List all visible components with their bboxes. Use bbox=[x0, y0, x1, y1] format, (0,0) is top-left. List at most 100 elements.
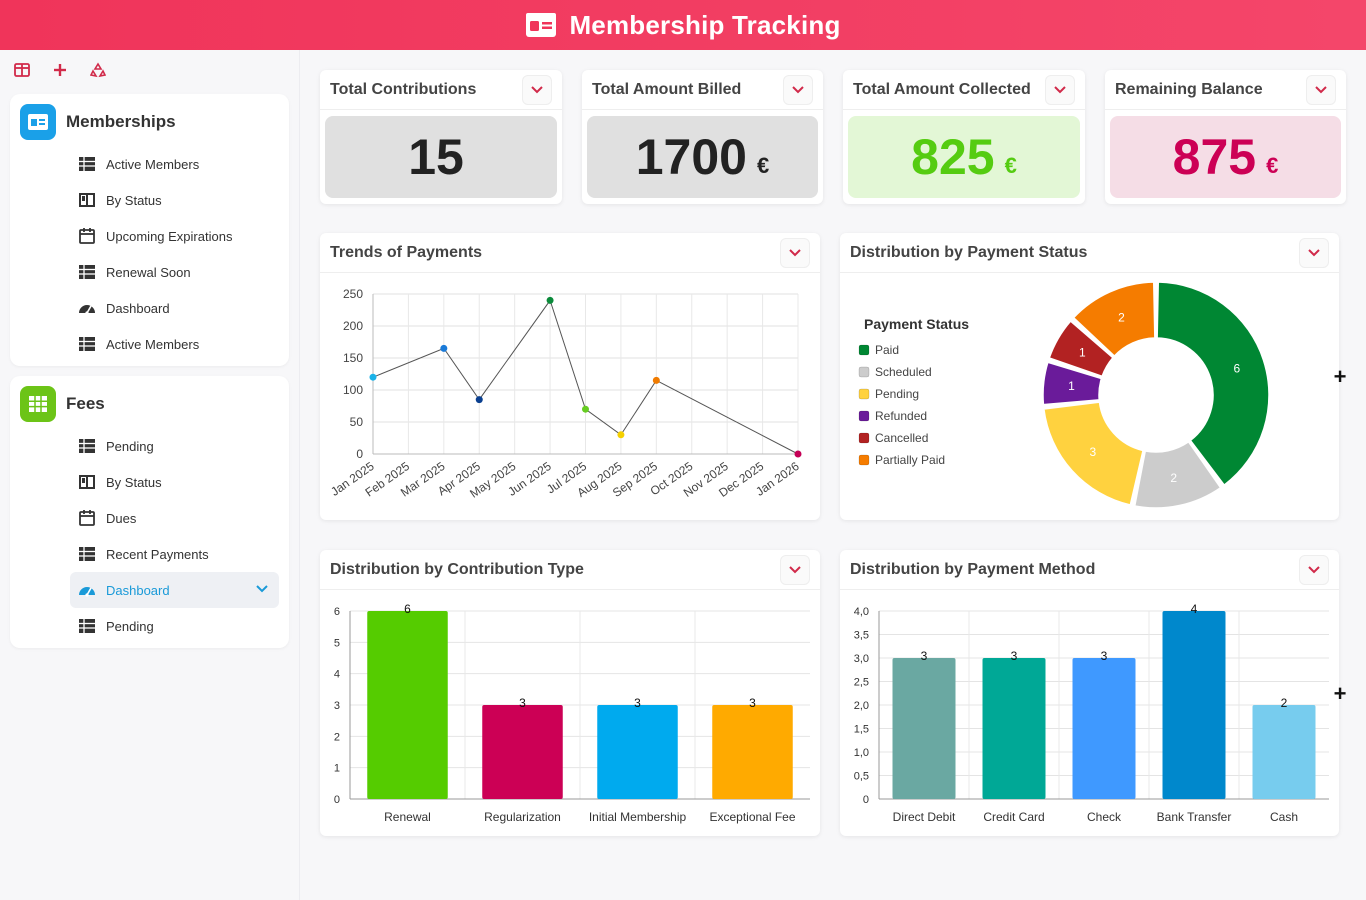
chart-card-trends: Trends of Payments 0 50 100 150 200 250 Jan 20… bbox=[320, 233, 820, 520]
add-icon[interactable] bbox=[52, 62, 68, 78]
y-tick-label: 50 bbox=[350, 415, 364, 429]
bar bbox=[1162, 611, 1226, 799]
sidebar-item-label: Pending bbox=[106, 438, 154, 454]
chevron-down-icon bbox=[1315, 85, 1327, 93]
toggle-sidebar-icon[interactable] bbox=[14, 62, 30, 78]
y-tick-label: 0,5 bbox=[854, 771, 869, 783]
bar-value-label: 3 bbox=[519, 696, 526, 710]
y-tick-label: 5 bbox=[334, 637, 340, 649]
card-header: Total Contributions bbox=[320, 70, 562, 110]
sidebar-toolbar bbox=[0, 50, 299, 94]
legend-label: Cancelled bbox=[875, 431, 928, 445]
card-menu-button[interactable] bbox=[1299, 237, 1329, 268]
kpi-card-total-amount-billed: Total Amount Billed 1700 € bbox=[582, 70, 823, 204]
bar-chart-contribution: 0 1 2 3 4 5 6 6 Renewal 3 Regularization 3 Initial M… bbox=[334, 602, 810, 824]
sidebar-item-by-status[interactable]: By Status bbox=[20, 182, 279, 218]
legend-label: Pending bbox=[875, 387, 919, 401]
bar bbox=[712, 705, 793, 799]
slice-label: 2 bbox=[1170, 471, 1177, 485]
card-menu-button[interactable] bbox=[1045, 74, 1075, 105]
kpi-value: 825 bbox=[911, 129, 995, 185]
sidebar-item-dues[interactable]: Dues bbox=[20, 500, 279, 536]
kpi-card-remaining-balance: Remaining Balance 875 € bbox=[1105, 70, 1346, 204]
sidebar-item-recent-payments[interactable]: Recent Payments bbox=[20, 536, 279, 572]
x-tick-label: Direct Debit bbox=[893, 810, 956, 824]
sidebar-item-label: Renewal Soon bbox=[106, 264, 191, 280]
chevron-down-icon bbox=[1308, 248, 1320, 256]
card-menu-button[interactable] bbox=[1299, 554, 1329, 585]
kpi-value-box: 875 € bbox=[1110, 116, 1341, 198]
sidebar-item-label: Pending bbox=[106, 618, 154, 634]
legend-label: Refunded bbox=[875, 409, 927, 423]
y-tick-label: 2,0 bbox=[854, 700, 869, 712]
x-tick-label: Regularization bbox=[484, 810, 561, 824]
gauge-icon bbox=[78, 581, 96, 599]
table-icon bbox=[78, 545, 96, 563]
y-tick-label: 3 bbox=[334, 700, 340, 712]
slice-label: 6 bbox=[1233, 362, 1240, 376]
table-icon bbox=[78, 617, 96, 635]
pie-slice bbox=[1048, 320, 1114, 378]
bar-value-label: 3 bbox=[634, 696, 641, 710]
y-tick-label: 3,0 bbox=[854, 653, 869, 665]
sidebar-item-upcoming-expirations[interactable]: Upcoming Expirations bbox=[20, 218, 279, 254]
sidebar-item-dashboard[interactable]: Dashboard bbox=[20, 290, 279, 326]
table-icon bbox=[78, 335, 96, 353]
kpi-value-box: 825 € bbox=[848, 116, 1080, 198]
data-point bbox=[475, 396, 483, 404]
card-menu-button[interactable] bbox=[780, 237, 810, 268]
sidebar-item-by-status[interactable]: By Status bbox=[20, 464, 279, 500]
card-menu-button[interactable] bbox=[780, 554, 810, 585]
series-line bbox=[372, 299, 799, 455]
legend-swatch bbox=[858, 454, 870, 466]
chart-card-payment-status: Distribution by Payment Status Payment S… bbox=[840, 233, 1339, 520]
chevron-down-icon[interactable] bbox=[255, 582, 269, 597]
kpi-value-box: 1700 € bbox=[587, 116, 818, 198]
donut-chart: Payment Status Paid Scheduled Pending Refund… bbox=[858, 281, 1270, 509]
kpi-title: Total Amount Collected bbox=[853, 80, 1031, 98]
y-tick-label: 200 bbox=[343, 319, 363, 333]
bar bbox=[367, 611, 448, 799]
chart-card-contribution-type: Distribution by Contribution Type 0 1 2 3 4 5… bbox=[320, 550, 820, 836]
sidebar: Memberships Active Members By Status Upc… bbox=[0, 50, 300, 900]
data-point bbox=[369, 373, 377, 381]
bar bbox=[1252, 705, 1316, 799]
sidebar-item-renewal-soon[interactable]: Renewal Soon bbox=[20, 254, 279, 290]
sidebar-item-active-members[interactable]: Active Members bbox=[20, 146, 279, 182]
id-card-icon bbox=[526, 13, 557, 37]
card-menu-button[interactable] bbox=[522, 74, 552, 105]
card-menu-button[interactable] bbox=[1306, 74, 1336, 105]
legend-label: Partially Paid bbox=[875, 453, 945, 467]
add-widget-button[interactable]: + bbox=[1333, 681, 1347, 706]
data-point bbox=[794, 450, 802, 458]
sidebar-item-active-members-2[interactable]: Active Members bbox=[20, 326, 279, 362]
table-icon bbox=[78, 437, 96, 455]
data-point bbox=[617, 431, 625, 439]
kpi-title: Remaining Balance bbox=[1115, 80, 1263, 98]
refresh-icon[interactable] bbox=[90, 62, 106, 78]
bar-value-label: 6 bbox=[404, 602, 411, 616]
y-tick-label: 100 bbox=[343, 383, 363, 397]
calendar-icon bbox=[78, 227, 96, 245]
card-menu-button[interactable] bbox=[783, 74, 813, 105]
sidebar-item-pending-2[interactable]: Pending bbox=[20, 608, 279, 644]
slice-label: 2 bbox=[1118, 310, 1125, 324]
chevron-down-icon bbox=[1308, 565, 1320, 573]
add-widget-button[interactable]: + bbox=[1333, 364, 1347, 389]
nav-group-header[interactable]: Memberships bbox=[20, 104, 279, 140]
sidebar-item-dashboard-active[interactable]: Dashboard bbox=[70, 572, 279, 608]
card-header: Remaining Balance bbox=[1105, 70, 1346, 110]
slice-label: 1 bbox=[1068, 379, 1075, 393]
legend-swatch bbox=[858, 410, 870, 422]
sidebar-item-label: By Status bbox=[106, 192, 162, 208]
slice-label: 1 bbox=[1079, 346, 1086, 360]
nav-group-header[interactable]: Fees bbox=[20, 386, 279, 422]
pie-slice bbox=[1072, 281, 1156, 357]
bar-value-label: 2 bbox=[1281, 696, 1288, 710]
bar bbox=[892, 658, 956, 799]
sidebar-item-pending[interactable]: Pending bbox=[20, 428, 279, 464]
sidebar-item-label: Recent Payments bbox=[106, 546, 209, 562]
legend-label: Paid bbox=[875, 343, 899, 357]
slice-label: 3 bbox=[1089, 445, 1096, 459]
